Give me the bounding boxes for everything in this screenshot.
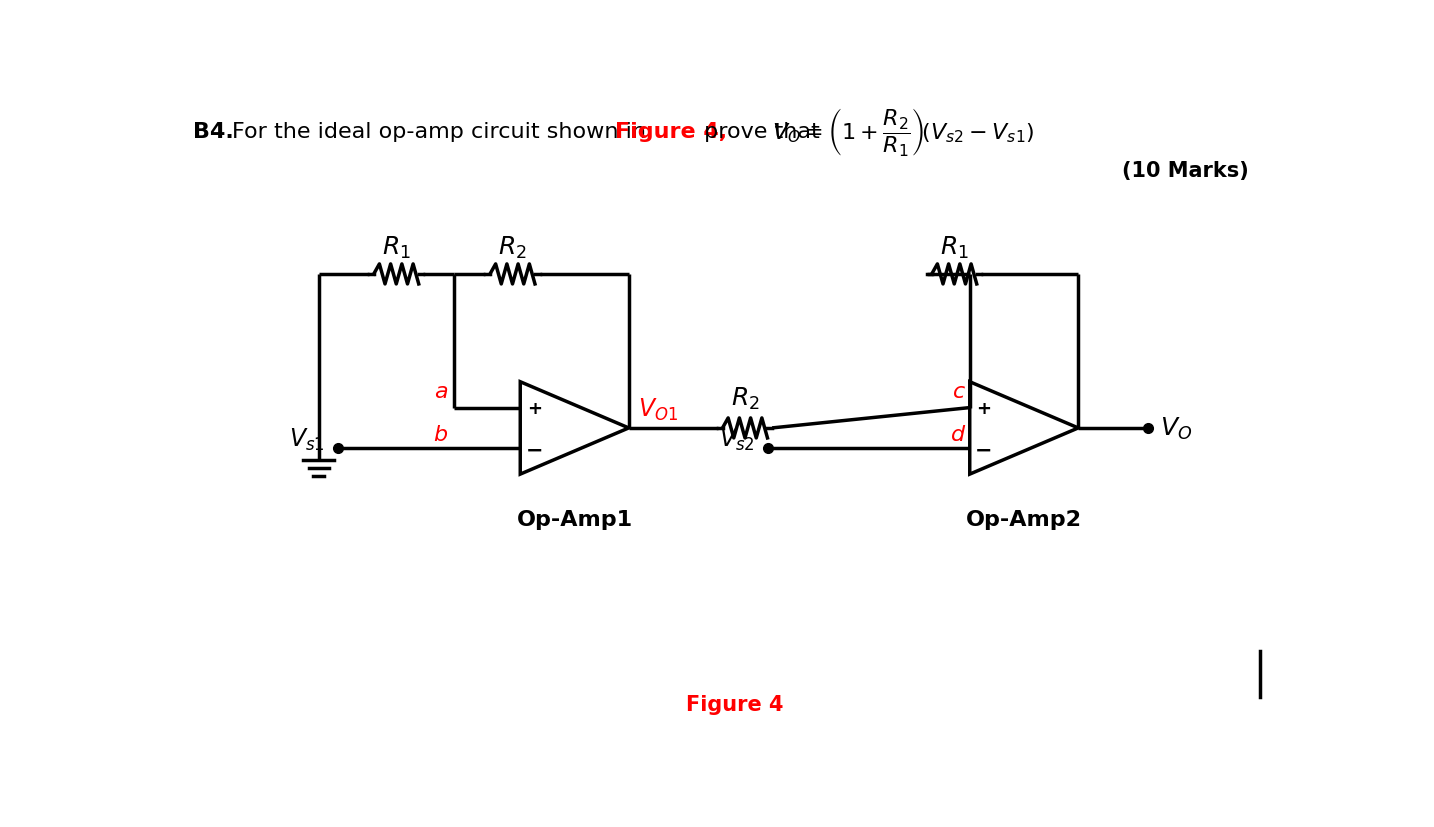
Text: (10 Marks): (10 Marks) <box>1121 160 1249 181</box>
Text: −: − <box>525 440 543 461</box>
Text: Figure 4: Figure 4 <box>687 695 783 715</box>
Text: Op-Amp2: Op-Amp2 <box>967 509 1083 529</box>
Text: −: − <box>975 440 992 461</box>
Text: $V_{O1}$: $V_{O1}$ <box>638 396 678 423</box>
Text: Op-Amp1: Op-Amp1 <box>516 509 632 529</box>
Text: $R_2$: $R_2$ <box>731 385 760 412</box>
Text: $d$: $d$ <box>949 424 967 444</box>
Text: +: + <box>526 399 542 417</box>
Text: $V_O$: $V_O$ <box>1160 415 1192 442</box>
Text: $R_2$: $R_2$ <box>498 235 526 261</box>
Text: B4.: B4. <box>194 122 234 142</box>
Text: For the ideal op-amp circuit shown in: For the ideal op-amp circuit shown in <box>232 122 652 142</box>
Text: +: + <box>977 399 991 417</box>
Text: $R_1$: $R_1$ <box>939 235 969 261</box>
Text: $V_{s2}$: $V_{s2}$ <box>718 427 754 452</box>
Text: $c$: $c$ <box>952 382 967 402</box>
Text: $b$: $b$ <box>433 424 449 444</box>
Text: Figure 4,: Figure 4, <box>615 122 727 142</box>
Text: $a$: $a$ <box>435 382 449 402</box>
Text: $V_{s1}$: $V_{s1}$ <box>288 427 324 452</box>
Text: prove that: prove that <box>697 122 827 142</box>
Text: $R_1$: $R_1$ <box>381 235 410 261</box>
Text: $V_O = \left(1 + \dfrac{R_2}{R_1}\right)\!\left(V_{s2} - V_{s1}\right)$: $V_O = \left(1 + \dfrac{R_2}{R_1}\right)… <box>771 107 1034 158</box>
